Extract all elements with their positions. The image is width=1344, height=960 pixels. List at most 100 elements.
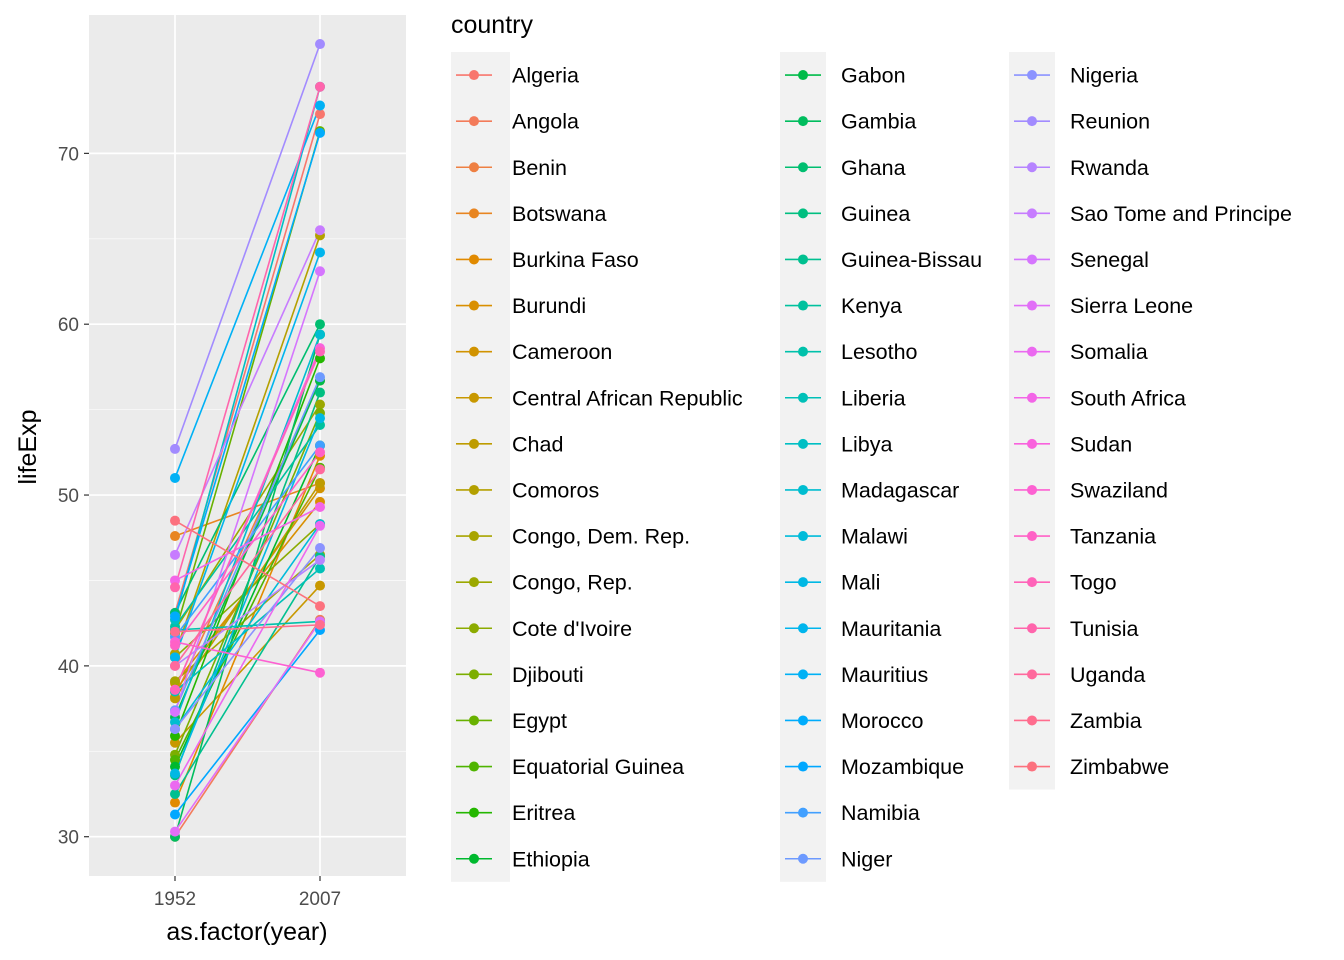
data-point	[315, 39, 325, 50]
x-tick-label: 2007	[299, 889, 341, 910]
data-point	[315, 464, 325, 475]
legend-label: Gabon	[841, 64, 906, 88]
data-point	[170, 684, 180, 695]
legend-key-point	[798, 208, 808, 219]
legend-label: Morocco	[841, 709, 923, 733]
data-point	[315, 319, 325, 330]
data-point	[315, 225, 325, 236]
legend-key-point	[1027, 162, 1037, 173]
legend-label: Niger	[841, 847, 892, 871]
x-tick-label: 1952	[154, 889, 196, 910]
data-point	[315, 127, 325, 138]
data-point	[170, 826, 180, 837]
series-line	[174, 641, 321, 674]
series-line	[174, 270, 321, 713]
data-point	[315, 619, 325, 630]
legend-key-point	[469, 623, 479, 634]
y-tick-label: 60	[58, 315, 79, 336]
legend: country Algeria Angola Benin Botswana Burkin…	[451, 11, 1292, 882]
data-point	[315, 520, 325, 531]
legend-label: Central African Republic	[512, 386, 743, 410]
series-line	[174, 525, 321, 786]
legend-key-point	[798, 116, 808, 127]
legend-key-background	[1009, 52, 1055, 790]
legend-label: Burundi	[512, 294, 586, 318]
data-point	[315, 563, 325, 574]
y-tick-label: 40	[58, 657, 79, 678]
series-line	[174, 86, 321, 588]
data-point	[170, 768, 180, 779]
legend-key-point	[1027, 346, 1037, 357]
y-tick-label: 70	[58, 144, 79, 165]
legend-key-point	[798, 669, 808, 680]
legend-label: Cameroon	[512, 340, 612, 364]
y-axis-title: lifeExp	[14, 409, 42, 484]
legend-label: Botswana	[512, 202, 606, 226]
data-point	[315, 502, 325, 512]
data-point	[170, 730, 180, 741]
y-axis: 30 40 50 60 70	[58, 144, 89, 849]
legend-key-point	[798, 254, 808, 265]
data-point	[315, 554, 325, 565]
data-point	[315, 580, 325, 591]
data-point	[315, 447, 325, 458]
legend-key-point	[1027, 715, 1037, 726]
data-point	[170, 780, 180, 791]
legend-label: Somalia	[1070, 340, 1148, 364]
legend-key-point	[469, 577, 479, 588]
legend-key-point	[1027, 669, 1037, 680]
legend-key-point	[798, 392, 808, 403]
data-point	[315, 353, 325, 364]
legend-key-point	[469, 70, 479, 81]
legend-key-background	[780, 52, 826, 882]
legend-key-point	[469, 484, 479, 495]
data-point	[170, 676, 180, 687]
legend-label: Benin	[512, 156, 567, 180]
legend-key-point	[469, 853, 479, 864]
legend-label: Chad	[512, 432, 563, 456]
legend-label: Congo, Rep.	[512, 571, 633, 595]
series-line	[174, 86, 321, 620]
legend-key-point	[1027, 531, 1037, 542]
data-point	[170, 693, 180, 704]
series-line	[174, 424, 321, 628]
series-line	[174, 585, 321, 744]
data-point	[315, 601, 325, 612]
data-point	[315, 81, 325, 92]
legend-label: Sierra Leone	[1070, 294, 1193, 318]
series-line	[174, 482, 321, 537]
series-lines	[174, 43, 321, 838]
data-point	[315, 266, 325, 277]
series-line	[174, 567, 321, 693]
x-axis: 1952 2007	[154, 876, 341, 910]
data-point	[315, 413, 325, 424]
legend-key-point	[469, 346, 479, 357]
legend-key-point	[469, 669, 479, 680]
series-line	[174, 556, 321, 795]
legend-key-point	[1027, 116, 1037, 127]
legend-key-point	[469, 438, 479, 449]
legend-label: Ghana	[841, 156, 906, 180]
legend-key-point	[469, 715, 479, 726]
legend-label: Zimbabwe	[1070, 755, 1169, 779]
legend-key-point	[1027, 254, 1037, 265]
data-point	[170, 575, 180, 586]
legend-label: Eritrea	[512, 801, 575, 825]
legend-label: Sao Tome and Principe	[1070, 202, 1292, 226]
data-point	[170, 789, 180, 799]
legend-key-point	[1027, 577, 1037, 588]
series-line	[174, 506, 321, 582]
legend-key-point	[798, 70, 808, 81]
legend-label: Namibia	[841, 801, 920, 825]
legend-title: country	[451, 11, 533, 39]
legend-label: Angola	[512, 110, 579, 134]
legend-label: Djibouti	[512, 663, 584, 687]
data-point	[170, 737, 180, 748]
data-point	[170, 531, 180, 542]
series-line	[174, 235, 321, 655]
series-line	[174, 334, 321, 723]
legend-label: Liberia	[841, 386, 906, 410]
legend-label: Tanzania	[1070, 525, 1156, 549]
legend-key-point	[469, 300, 479, 311]
legend-label: Guinea	[841, 202, 910, 226]
